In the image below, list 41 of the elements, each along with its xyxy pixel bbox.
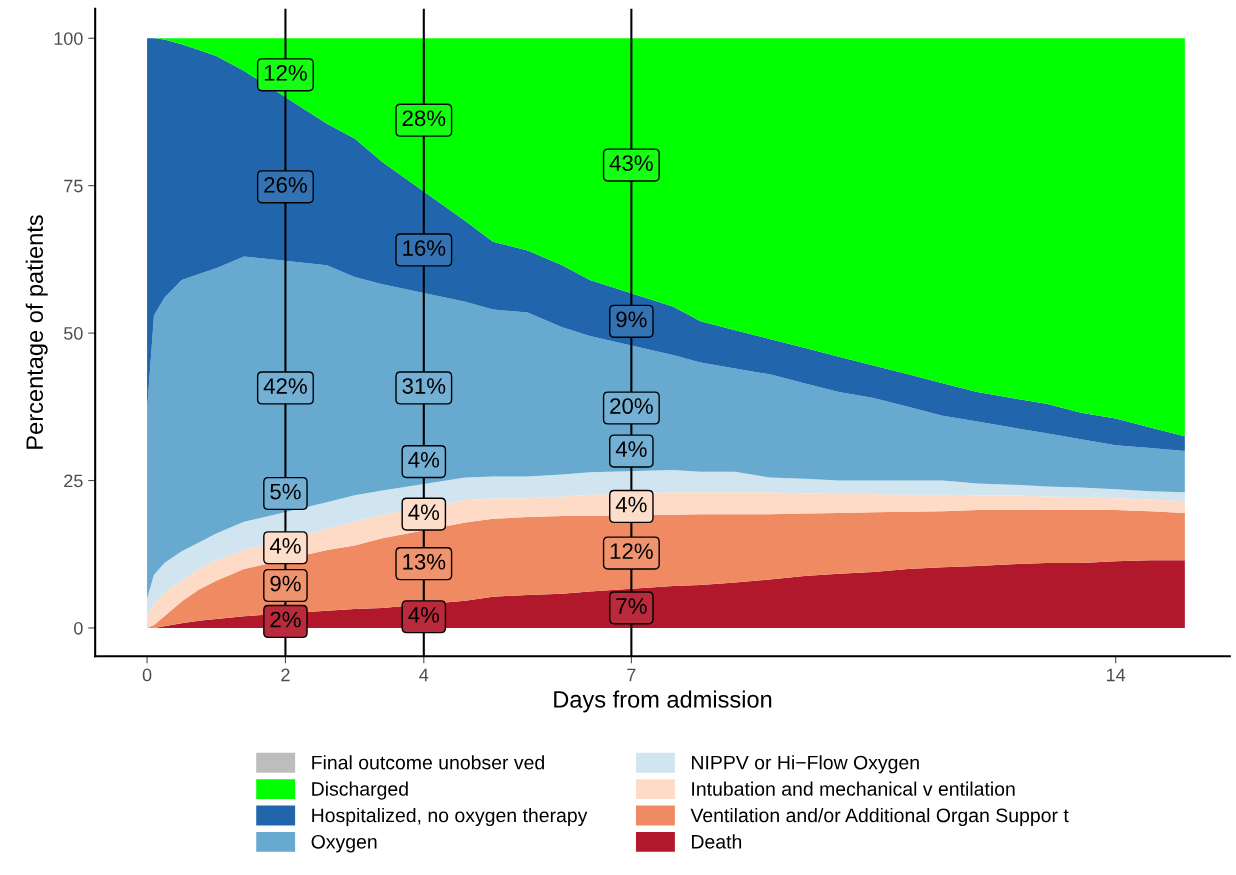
annotation: 42% <box>263 378 307 394</box>
annotation: 43% <box>609 155 653 171</box>
annotation: 4% <box>408 451 440 468</box>
legend-label: Hospitalized, no oxygen therapy <box>312 807 588 827</box>
annotation: 13% <box>403 553 446 570</box>
annotation: 2% <box>270 611 301 628</box>
annotation: 20% <box>610 398 653 414</box>
annotation: 12% <box>264 65 307 81</box>
annotation: 9% <box>270 575 301 592</box>
annotation: 5% <box>270 483 301 500</box>
legend-label: Discharged <box>312 781 408 800</box>
y-tick-label: 100 <box>54 32 83 45</box>
legend-label: Final outcome unobser ved <box>312 755 544 770</box>
legend-label: Intubation and mechanical v entilation <box>692 781 1015 796</box>
legend-label: Ventilation and/or Additional Organ Suppor t <box>690 807 1069 827</box>
x-tick-label: 0 <box>142 668 152 682</box>
annotation: 4% <box>408 504 440 521</box>
x-tick-label: 4 <box>419 668 429 682</box>
annotation: 9% <box>616 311 647 328</box>
x-tick-label: 2 <box>281 668 290 682</box>
y-tick-label: 25 <box>64 474 83 488</box>
annotation: 4% <box>408 607 440 623</box>
annotation: 4% <box>269 538 301 554</box>
annotation: 16% <box>403 240 446 256</box>
legend-label: NIPPV or Hi−Flow Oxygen <box>692 755 919 774</box>
legend-label: Death <box>692 834 742 849</box>
y-tick-label: 0 <box>74 621 83 635</box>
annotation: 4% <box>615 441 647 457</box>
y-tick-label: 75 <box>64 179 83 193</box>
x-axis-title: Days from admission <box>554 690 772 713</box>
annotation: 31% <box>402 378 446 394</box>
x-tick-label: 7 <box>627 668 636 682</box>
annotation: 4% <box>615 496 647 513</box>
y-axis-title: Percentage of patients <box>25 215 48 449</box>
legend-label: Oxygen <box>311 834 377 853</box>
annotation: 7% <box>616 598 647 614</box>
y-tick-label: 50 <box>64 327 83 340</box>
x-tick-label: 14 <box>1107 668 1126 682</box>
annotation: 12% <box>610 543 653 559</box>
annotation: 26% <box>264 177 307 193</box>
annotation: 28% <box>402 110 446 127</box>
